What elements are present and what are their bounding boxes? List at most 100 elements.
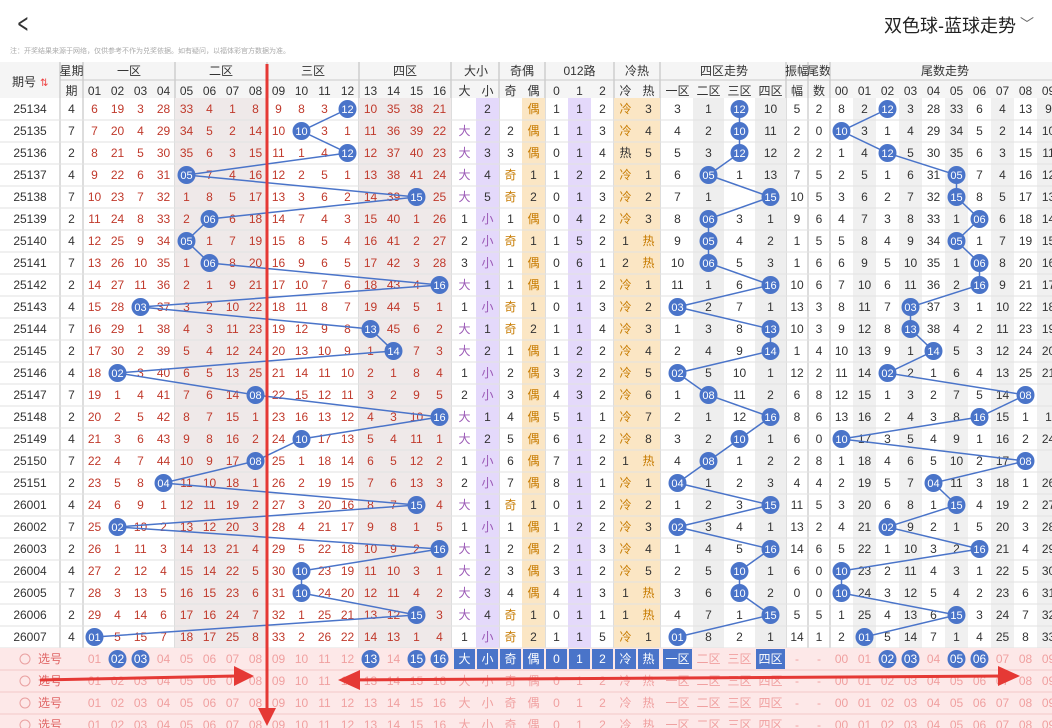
select-number[interactable]: 03: [134, 652, 148, 666]
select-option[interactable]: 小: [481, 718, 493, 728]
select-option[interactable]: 冷: [619, 718, 631, 728]
select-option[interactable]: 偶: [527, 652, 539, 666]
page-title[interactable]: 双色球-蓝球走势: [884, 16, 1016, 36]
select-option[interactable]: 奇: [504, 696, 516, 710]
select-number[interactable]: 08: [249, 674, 263, 688]
select-tail-number[interactable]: 02: [881, 652, 895, 666]
select-number[interactable]: 16: [433, 718, 447, 728]
select-number[interactable]: 16: [433, 696, 447, 710]
back-chevron-icon[interactable]: <: [16, 9, 29, 39]
select-tail-number[interactable]: 05: [950, 696, 964, 710]
select-zone[interactable]: 三区: [727, 718, 751, 728]
select-number[interactable]: 15: [410, 652, 424, 666]
select-number[interactable]: 09: [272, 652, 286, 666]
select-tail-number[interactable]: 01: [858, 718, 872, 728]
select-zone[interactable]: 二区: [696, 696, 720, 710]
select-option[interactable]: 奇: [504, 652, 516, 666]
select-number[interactable]: 04: [157, 652, 171, 666]
select-tail-number[interactable]: 08: [1019, 674, 1033, 688]
select-option[interactable]: 大: [458, 674, 470, 688]
select-option[interactable]: 0: [553, 674, 560, 688]
select-number[interactable]: 05: [180, 652, 194, 666]
select-option[interactable]: 奇: [504, 674, 516, 688]
select-tail-number[interactable]: 08: [1019, 718, 1033, 728]
select-number[interactable]: 12: [341, 696, 355, 710]
select-tail-number[interactable]: 01: [858, 652, 872, 666]
select-tail-number[interactable]: 04: [927, 652, 941, 666]
select-option[interactable]: 冷: [619, 652, 631, 666]
select-number[interactable]: 07: [226, 696, 240, 710]
select-tail-number[interactable]: 07: [996, 652, 1010, 666]
select-number[interactable]: 16: [433, 652, 447, 666]
select-tail-number[interactable]: 01: [858, 696, 872, 710]
select-option[interactable]: 冷: [619, 674, 631, 688]
radio-icon[interactable]: [19, 675, 31, 687]
select-option[interactable]: 热: [642, 674, 654, 688]
select-option[interactable]: 小: [481, 652, 493, 666]
select-number[interactable]: 01: [88, 718, 102, 728]
select-tail-number[interactable]: 09: [1042, 674, 1052, 688]
select-number[interactable]: 01: [88, 652, 102, 666]
select-option[interactable]: 奇: [504, 718, 516, 728]
select-zone[interactable]: 三区: [727, 696, 751, 710]
select-option[interactable]: 冷: [619, 696, 631, 710]
select-number[interactable]: 09: [272, 696, 286, 710]
select-number[interactable]: 10: [295, 696, 309, 710]
select-zone[interactable]: 三区: [727, 652, 751, 666]
select-tail-number[interactable]: 08: [1019, 696, 1033, 710]
radio-icon[interactable]: [19, 653, 31, 665]
select-tail-number[interactable]: 09: [1042, 652, 1052, 666]
select-option[interactable]: 1: [576, 718, 583, 728]
select-option[interactable]: 0: [553, 652, 560, 666]
select-number[interactable]: 15: [410, 696, 424, 710]
select-tail-number[interactable]: 03: [904, 696, 918, 710]
select-tail-number[interactable]: 04: [927, 696, 941, 710]
radio-icon[interactable]: [19, 719, 31, 728]
select-number[interactable]: 07: [226, 718, 240, 728]
select-number[interactable]: 08: [249, 718, 263, 728]
select-zone[interactable]: 二区: [696, 674, 720, 688]
select-option[interactable]: 1: [576, 652, 583, 666]
select-number[interactable]: 14: [387, 696, 401, 710]
select-zone[interactable]: 一区: [665, 696, 689, 710]
select-tail-number[interactable]: 04: [927, 718, 941, 728]
select-option[interactable]: 2: [599, 674, 606, 688]
select-option[interactable]: 大: [458, 696, 470, 710]
select-tail-number[interactable]: 07: [996, 696, 1010, 710]
select-option[interactable]: 偶: [527, 718, 539, 728]
select-option[interactable]: 热: [642, 718, 654, 728]
select-number[interactable]: 14: [387, 718, 401, 728]
select-tail-number[interactable]: 07: [996, 718, 1010, 728]
select-tail-number[interactable]: 00: [835, 718, 849, 728]
select-tail-number[interactable]: 06: [973, 696, 987, 710]
select-number[interactable]: 13: [364, 652, 378, 666]
select-number[interactable]: 02: [111, 718, 125, 728]
select-number[interactable]: 06: [203, 718, 217, 728]
chevron-down-icon[interactable]: ﹀: [1020, 17, 1034, 33]
select-number[interactable]: 06: [203, 696, 217, 710]
select-tail-number[interactable]: 03: [904, 718, 918, 728]
select-number[interactable]: 03: [134, 674, 148, 688]
select-tail-number[interactable]: 05: [950, 718, 964, 728]
select-number[interactable]: 11: [318, 652, 331, 666]
select-number[interactable]: 10: [295, 718, 309, 728]
select-number[interactable]: 12: [341, 718, 355, 728]
select-number[interactable]: 03: [134, 718, 148, 728]
select-number[interactable]: 14: [387, 652, 401, 666]
select-number[interactable]: 13: [364, 718, 378, 728]
select-option[interactable]: 0: [553, 696, 560, 710]
select-tail-number[interactable]: 00: [835, 652, 849, 666]
select-number[interactable]: 05: [180, 718, 194, 728]
select-option[interactable]: 小: [481, 696, 493, 710]
select-number[interactable]: 11: [318, 674, 331, 688]
select-tail-number[interactable]: 06: [973, 718, 987, 728]
select-option[interactable]: 热: [642, 652, 654, 666]
select-option[interactable]: 2: [599, 652, 606, 666]
select-option[interactable]: 2: [599, 718, 606, 728]
select-tail-number[interactable]: 09: [1042, 718, 1052, 728]
select-tail-number[interactable]: 03: [904, 652, 918, 666]
select-tail-number[interactable]: 08: [1019, 652, 1033, 666]
select-option[interactable]: 大: [458, 652, 470, 666]
select-option[interactable]: 2: [599, 696, 606, 710]
select-tail-number[interactable]: 06: [973, 652, 987, 666]
